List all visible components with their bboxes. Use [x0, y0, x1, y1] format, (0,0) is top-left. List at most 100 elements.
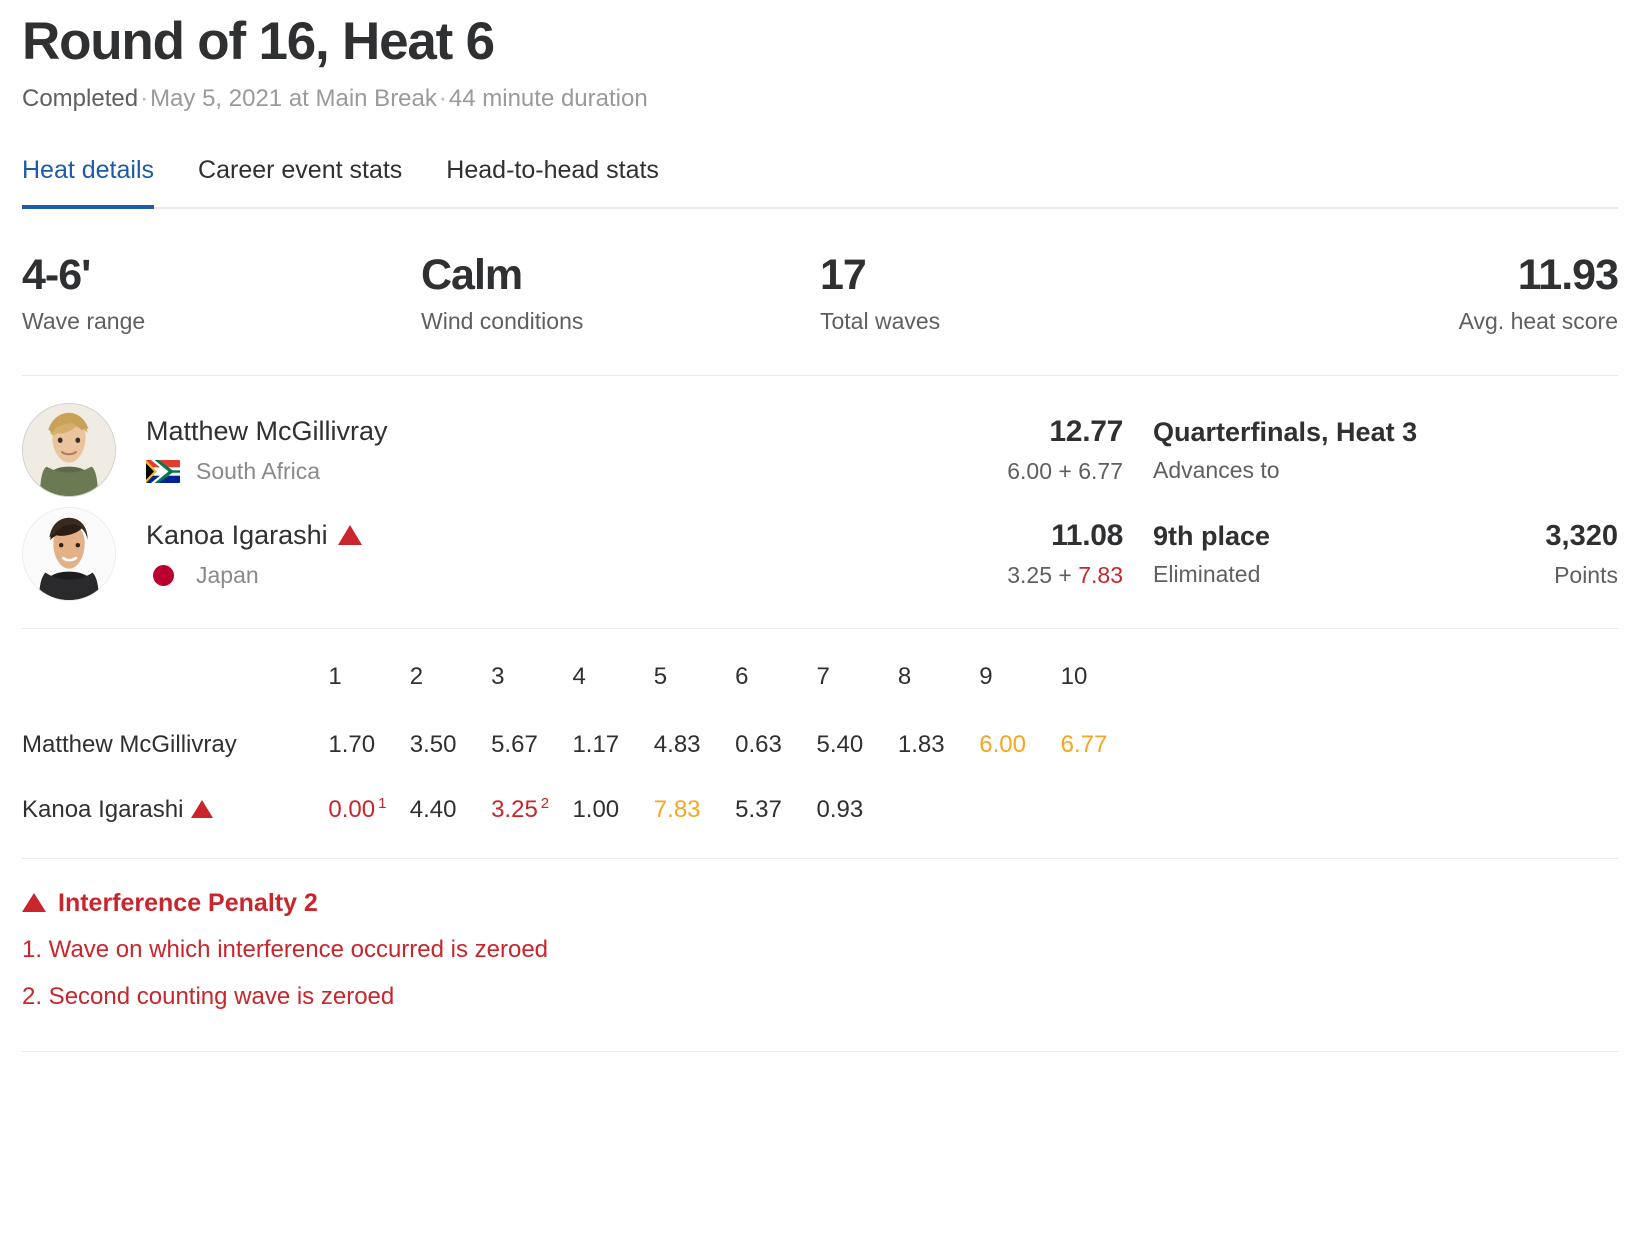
stat-wave-range-value: 4-6' — [22, 251, 91, 300]
interference-penalty-section: Interference Penalty 2 1. Wave on which … — [22, 859, 1618, 1052]
wave-score-value: 1.83 — [897, 731, 945, 759]
athlete-identity: Kanoa Igarashi Japan — [116, 519, 923, 589]
wave-score-cell: 6.00 — [979, 731, 1060, 795]
wave-score-cell: 1.83 — [898, 731, 979, 795]
wave-header-row: 1 2 3 4 5 6 7 8 9 10 — [22, 663, 1142, 731]
subtitle-separator-1: · — [140, 85, 149, 113]
wave-score-cell — [1061, 795, 1142, 830]
wave-row-athlete-name: Kanoa Igarashi — [22, 795, 328, 830]
wave-header-3: 3 — [491, 663, 505, 691]
result-column: Quarterfinals, Heat 3 Advances to — [1153, 417, 1418, 484]
interference-penalty-triangle-icon — [191, 800, 214, 819]
wave-score-value: 0.00 — [328, 796, 376, 824]
avatar — [22, 507, 116, 602]
athlete-row[interactable]: Kanoa Igarashi Japan 11.08 3.25 + 7.83 9… — [22, 502, 1618, 606]
heat-score-breakdown: 6.00 + 6.77 — [923, 458, 1123, 485]
wave-score-footnote-marker: 2 — [540, 795, 550, 813]
stat-total-waves: 17 Total waves — [820, 253, 1219, 335]
stat-wave-range: 4-6' Wave range — [22, 253, 421, 335]
wave-score-cell: 7.83 — [654, 795, 735, 830]
athlete-country-name: South Africa — [196, 458, 321, 485]
wave-score-value: 1.00 — [572, 796, 620, 824]
japan-flag-disc — [152, 565, 174, 587]
japan-flag-icon — [146, 564, 180, 588]
result-place: 9th place — [1153, 520, 1271, 551]
wave-score-cell: 1.70 — [328, 731, 409, 795]
wave-score-cell: 5.67 — [491, 731, 572, 795]
wave-scores-table: 1 2 3 4 5 6 7 8 9 10 Matthew McGillivray… — [22, 629, 1618, 860]
interference-penalty-triangle-icon — [337, 525, 362, 546]
heat-score-breakdown: 3.25 + 7.83 — [923, 562, 1123, 589]
points-value: 3,320 — [1545, 519, 1618, 552]
wave-header-2: 2 — [409, 663, 424, 691]
athlete-name: Kanoa Igarashi — [146, 520, 328, 551]
wave-score-cell: 6.77 — [1061, 731, 1142, 795]
wave-score-value: 7.83 — [653, 796, 701, 824]
heat-score-wave-b: 7.83 — [1078, 562, 1123, 589]
heat-duration: 44 minute duration — [448, 85, 648, 113]
wave-header-9: 9 — [979, 663, 993, 691]
wave-score-value: 6.00 — [979, 731, 1026, 759]
wave-header-4: 4 — [572, 663, 586, 691]
penalty-note: 2. Second counting wave is zeroed — [22, 982, 395, 1010]
wave-header-8: 8 — [897, 663, 912, 691]
wave-score-cell — [979, 795, 1060, 830]
avatar — [22, 403, 116, 498]
wave-score-value: 0.93 — [816, 796, 864, 824]
wave-score-value: 1.17 — [572, 731, 620, 759]
wave-score-cell: 4.83 — [654, 731, 735, 795]
athlete-identity: Matthew McGillivray South Africa — [116, 415, 923, 485]
wave-score-value: 3.25 — [491, 796, 538, 824]
stat-wind-conditions-label: Wind conditions — [421, 308, 584, 335]
wave-row: Kanoa Igarashi 0.00 1 4.40 3.25 2 1.00 7.83 5.37… — [22, 795, 1142, 830]
wave-row: Matthew McGillivray 1.70 3.50 5.67 1.17 4.83 0… — [22, 731, 1142, 795]
tab-heat-details[interactable]: Heat details — [22, 156, 155, 210]
wave-table-body: Matthew McGillivray 1.70 3.50 5.67 1.17 4.83 0… — [22, 731, 1142, 830]
wave-score-cell: 4.40 — [410, 795, 491, 830]
penalty-heading-wrap: Interference Penalty 2 — [22, 889, 1618, 918]
wave-score-value: 6.77 — [1060, 731, 1108, 759]
tab-bar: Heat details Career event stats Head-to-… — [22, 156, 1618, 210]
wave-header-1: 1 — [328, 663, 342, 691]
interference-penalty-triangle-icon — [22, 893, 46, 913]
result-status: Advances to — [1153, 456, 1280, 483]
heat-score-wave-a: 6.00 + — [1007, 458, 1079, 485]
athlete-country-name: Japan — [196, 562, 259, 589]
wave-header-10: 10 — [1060, 663, 1088, 691]
heat-details-page: Round of 16, Heat 6 Completed·May 5, 202… — [0, 12, 1640, 1052]
wave-score-value: 4.40 — [409, 796, 457, 824]
stat-wind-conditions: Calm Wind conditions — [421, 253, 820, 335]
wave-header-7: 7 — [816, 663, 830, 691]
conditions-summary: 4-6' Wave range Calm Wind conditions 17 … — [22, 209, 1619, 377]
stat-avg-heat-score-value: 11.93 — [1517, 251, 1619, 300]
result-destination[interactable]: Quarterfinals, Heat 3 — [1153, 416, 1418, 447]
heat-score-column: 12.77 6.00 + 6.77 — [923, 415, 1153, 485]
subtitle-separator-2: · — [438, 85, 447, 113]
heat-score-wave-a: 3.25 + — [1007, 562, 1079, 589]
wave-score-cell: 3.25 2 — [491, 795, 572, 830]
wave-score-value: 5.37 — [735, 796, 782, 824]
south-africa-flag-icon — [146, 460, 180, 484]
wave-header-6: 6 — [735, 663, 749, 691]
athlete-name: Matthew McGillivray — [146, 416, 388, 447]
result-column: 9th place Eliminated — [1153, 521, 1418, 588]
wave-score-cell: 5.40 — [817, 731, 898, 795]
heat-score-wave-b: 6.77 — [1078, 458, 1123, 485]
page-title: Round of 16, Heat 6 — [22, 12, 495, 71]
heat-score-column: 11.08 3.25 + 7.83 — [923, 519, 1153, 589]
wave-score-cell: 0.93 — [817, 795, 898, 830]
athlete-row[interactable]: Matthew McGillivray South Africa — [22, 398, 1618, 502]
wave-score-cell: 1.00 — [572, 795, 653, 830]
penalty-heading: Interference Penalty 2 — [58, 889, 318, 918]
tab-head-to-head-stats[interactable]: Head-to-head stats — [446, 156, 659, 185]
tab-career-event-stats[interactable]: Career event stats — [198, 156, 403, 185]
wave-score-value: 3.50 — [409, 731, 457, 759]
wave-score-cell: 1.17 — [572, 731, 653, 795]
wave-score-value: 4.83 — [653, 731, 701, 759]
points-column: 3,320 Points — [1418, 520, 1618, 589]
heat-score-total: 12.77 — [1049, 415, 1123, 449]
stat-wave-range-label: Wave range — [22, 308, 146, 335]
heat-status: Completed — [22, 85, 139, 113]
result-status: Eliminated — [1153, 560, 1261, 587]
wave-score-cell: 5.37 — [735, 795, 816, 830]
